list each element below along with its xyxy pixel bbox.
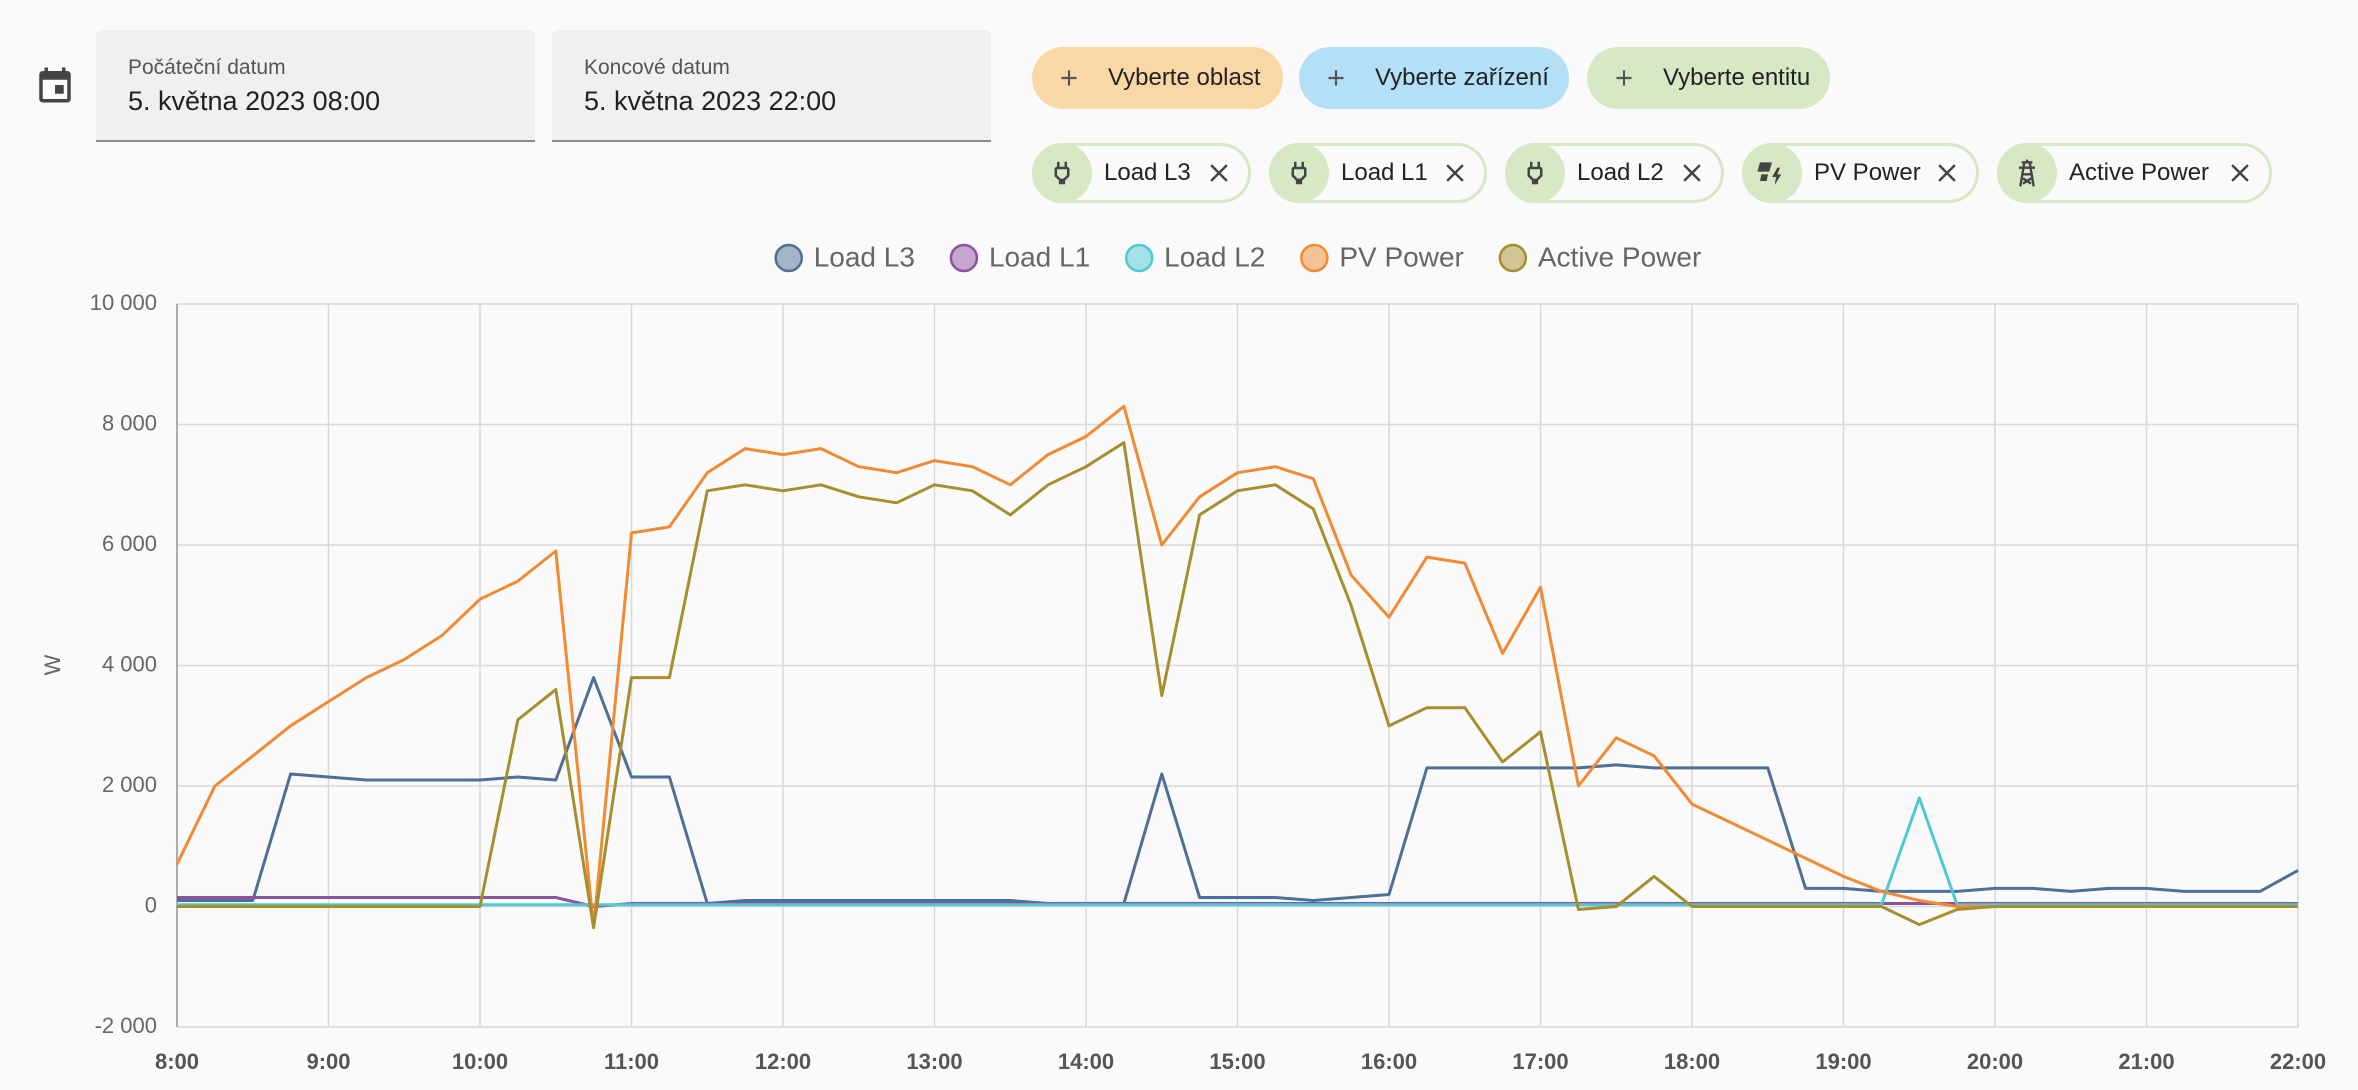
plus-icon (1061, 70, 1077, 86)
plus-icon (1328, 70, 1344, 86)
remove-icon[interactable] (1677, 158, 1707, 188)
entity-chip[interactable]: Load L1 (1269, 143, 1487, 203)
y-tick-label: 0 (145, 892, 157, 917)
x-tick-label: 11:00 (604, 1049, 659, 1074)
x-tick-label: 14:00 (1058, 1049, 1114, 1074)
legend-item[interactable]: Active Power (1498, 241, 1701, 273)
chip-label: Load L3 (1104, 159, 1191, 186)
field-label: Počáteční datum (128, 56, 286, 79)
y-tick-label: -2 000 (95, 1013, 157, 1038)
button-label: Vyberte oblast (1108, 64, 1261, 91)
entity-chip[interactable]: PV Power (1742, 143, 1979, 203)
legend: Load L3 Load L1 Load L2 PV Power Active Powe… (774, 241, 1701, 273)
entity-chip[interactable]: Load L2 (1505, 143, 1724, 203)
remove-icon[interactable] (1204, 158, 1234, 188)
entity-chip[interactable]: Active Power (1997, 143, 2272, 203)
chip-icon (1032, 143, 1092, 203)
chip-label: Load L1 (1341, 159, 1428, 186)
x-tick-label: 20:00 (1967, 1049, 2023, 1074)
button-label: Vyberte entitu (1663, 64, 1811, 91)
legend-item[interactable]: Load L1 (949, 241, 1090, 273)
legend-label: Active Power (1538, 241, 1701, 272)
remove-icon[interactable] (2225, 158, 2255, 188)
x-tick-label: 18:00 (1664, 1049, 1720, 1074)
x-tick-label: 8:00 (155, 1049, 199, 1074)
x-tick-label: 16:00 (1361, 1049, 1417, 1074)
start-date-field[interactable]: Počáteční datum 5. května 2023 08:00 (96, 30, 535, 142)
legend-swatch (774, 243, 803, 273)
chip-label: Active Power (2069, 159, 2210, 186)
chip-label: Load L2 (1577, 159, 1664, 186)
chip-label: PV Power (1814, 159, 1921, 186)
legend-item[interactable]: Load L2 (1124, 241, 1265, 273)
y-tick-label: 4 000 (102, 651, 157, 676)
remove-icon[interactable] (1932, 158, 1962, 188)
target-button[interactable]: Vyberte entitu (1587, 47, 1830, 109)
series-line (177, 441, 2298, 930)
y-axis-label: W (40, 654, 65, 675)
field-value: 5. května 2023 22:00 (584, 86, 837, 116)
field-label: Koncové datum (584, 56, 730, 79)
end-date-field[interactable]: Koncové datum 5. května 2023 22:00 (552, 30, 991, 142)
y-tick-label: 8 000 (102, 410, 157, 435)
series-line (177, 796, 2298, 907)
x-tick-label: 13:00 (906, 1049, 962, 1074)
x-tick-label: 9:00 (306, 1049, 350, 1074)
target-button[interactable]: Vyberte oblast (1032, 47, 1283, 109)
legend-swatch (1498, 243, 1528, 273)
chip-icon (1997, 143, 2057, 203)
legend-swatch (949, 243, 979, 273)
legend-label: Load L2 (1164, 241, 1265, 272)
y-tick-label: 6 000 (102, 531, 157, 556)
field-value: 5. května 2023 08:00 (128, 86, 381, 116)
legend-swatch (1124, 243, 1154, 273)
x-tick-label: 21:00 (2118, 1049, 2174, 1074)
legend-label: PV Power (1339, 241, 1464, 272)
chip-icon (1269, 143, 1329, 203)
y-tick-label: 10 000 (90, 290, 157, 315)
legend-label: Load L3 (814, 241, 915, 272)
entity-chip[interactable]: Load L3 (1032, 143, 1251, 203)
remove-icon[interactable] (1440, 158, 1470, 188)
target-button[interactable]: Vyberte zařízení (1299, 47, 1569, 109)
calendar-icon[interactable] (34, 62, 76, 108)
y-tick-label: 2 000 (102, 772, 157, 797)
chip-icon (1505, 143, 1565, 203)
chart: W -2 000 0 2 000 4 000 6 000 8 000 10 000 8:00 9… (40, 241, 2326, 1074)
button-label: Vyberte zařízení (1375, 64, 1549, 91)
series-line (175, 404, 2298, 930)
chip-icon (1742, 143, 1802, 203)
legend-label: Load L1 (989, 241, 1090, 272)
legend-swatch (1300, 243, 1329, 273)
x-tick-label: 10:00 (452, 1049, 508, 1074)
x-tick-label: 17:00 (1512, 1049, 1568, 1074)
x-tick-label: 15:00 (1209, 1049, 1265, 1074)
x-tick-label: 22:00 (2270, 1049, 2326, 1074)
x-tick-label: 19:00 (1815, 1049, 1871, 1074)
x-tick-label: 12:00 (755, 1049, 811, 1074)
series-line (177, 676, 2299, 905)
legend-item[interactable]: PV Power (1300, 241, 1464, 273)
legend-item[interactable]: Load L3 (774, 241, 915, 273)
plus-icon (1616, 70, 1632, 86)
